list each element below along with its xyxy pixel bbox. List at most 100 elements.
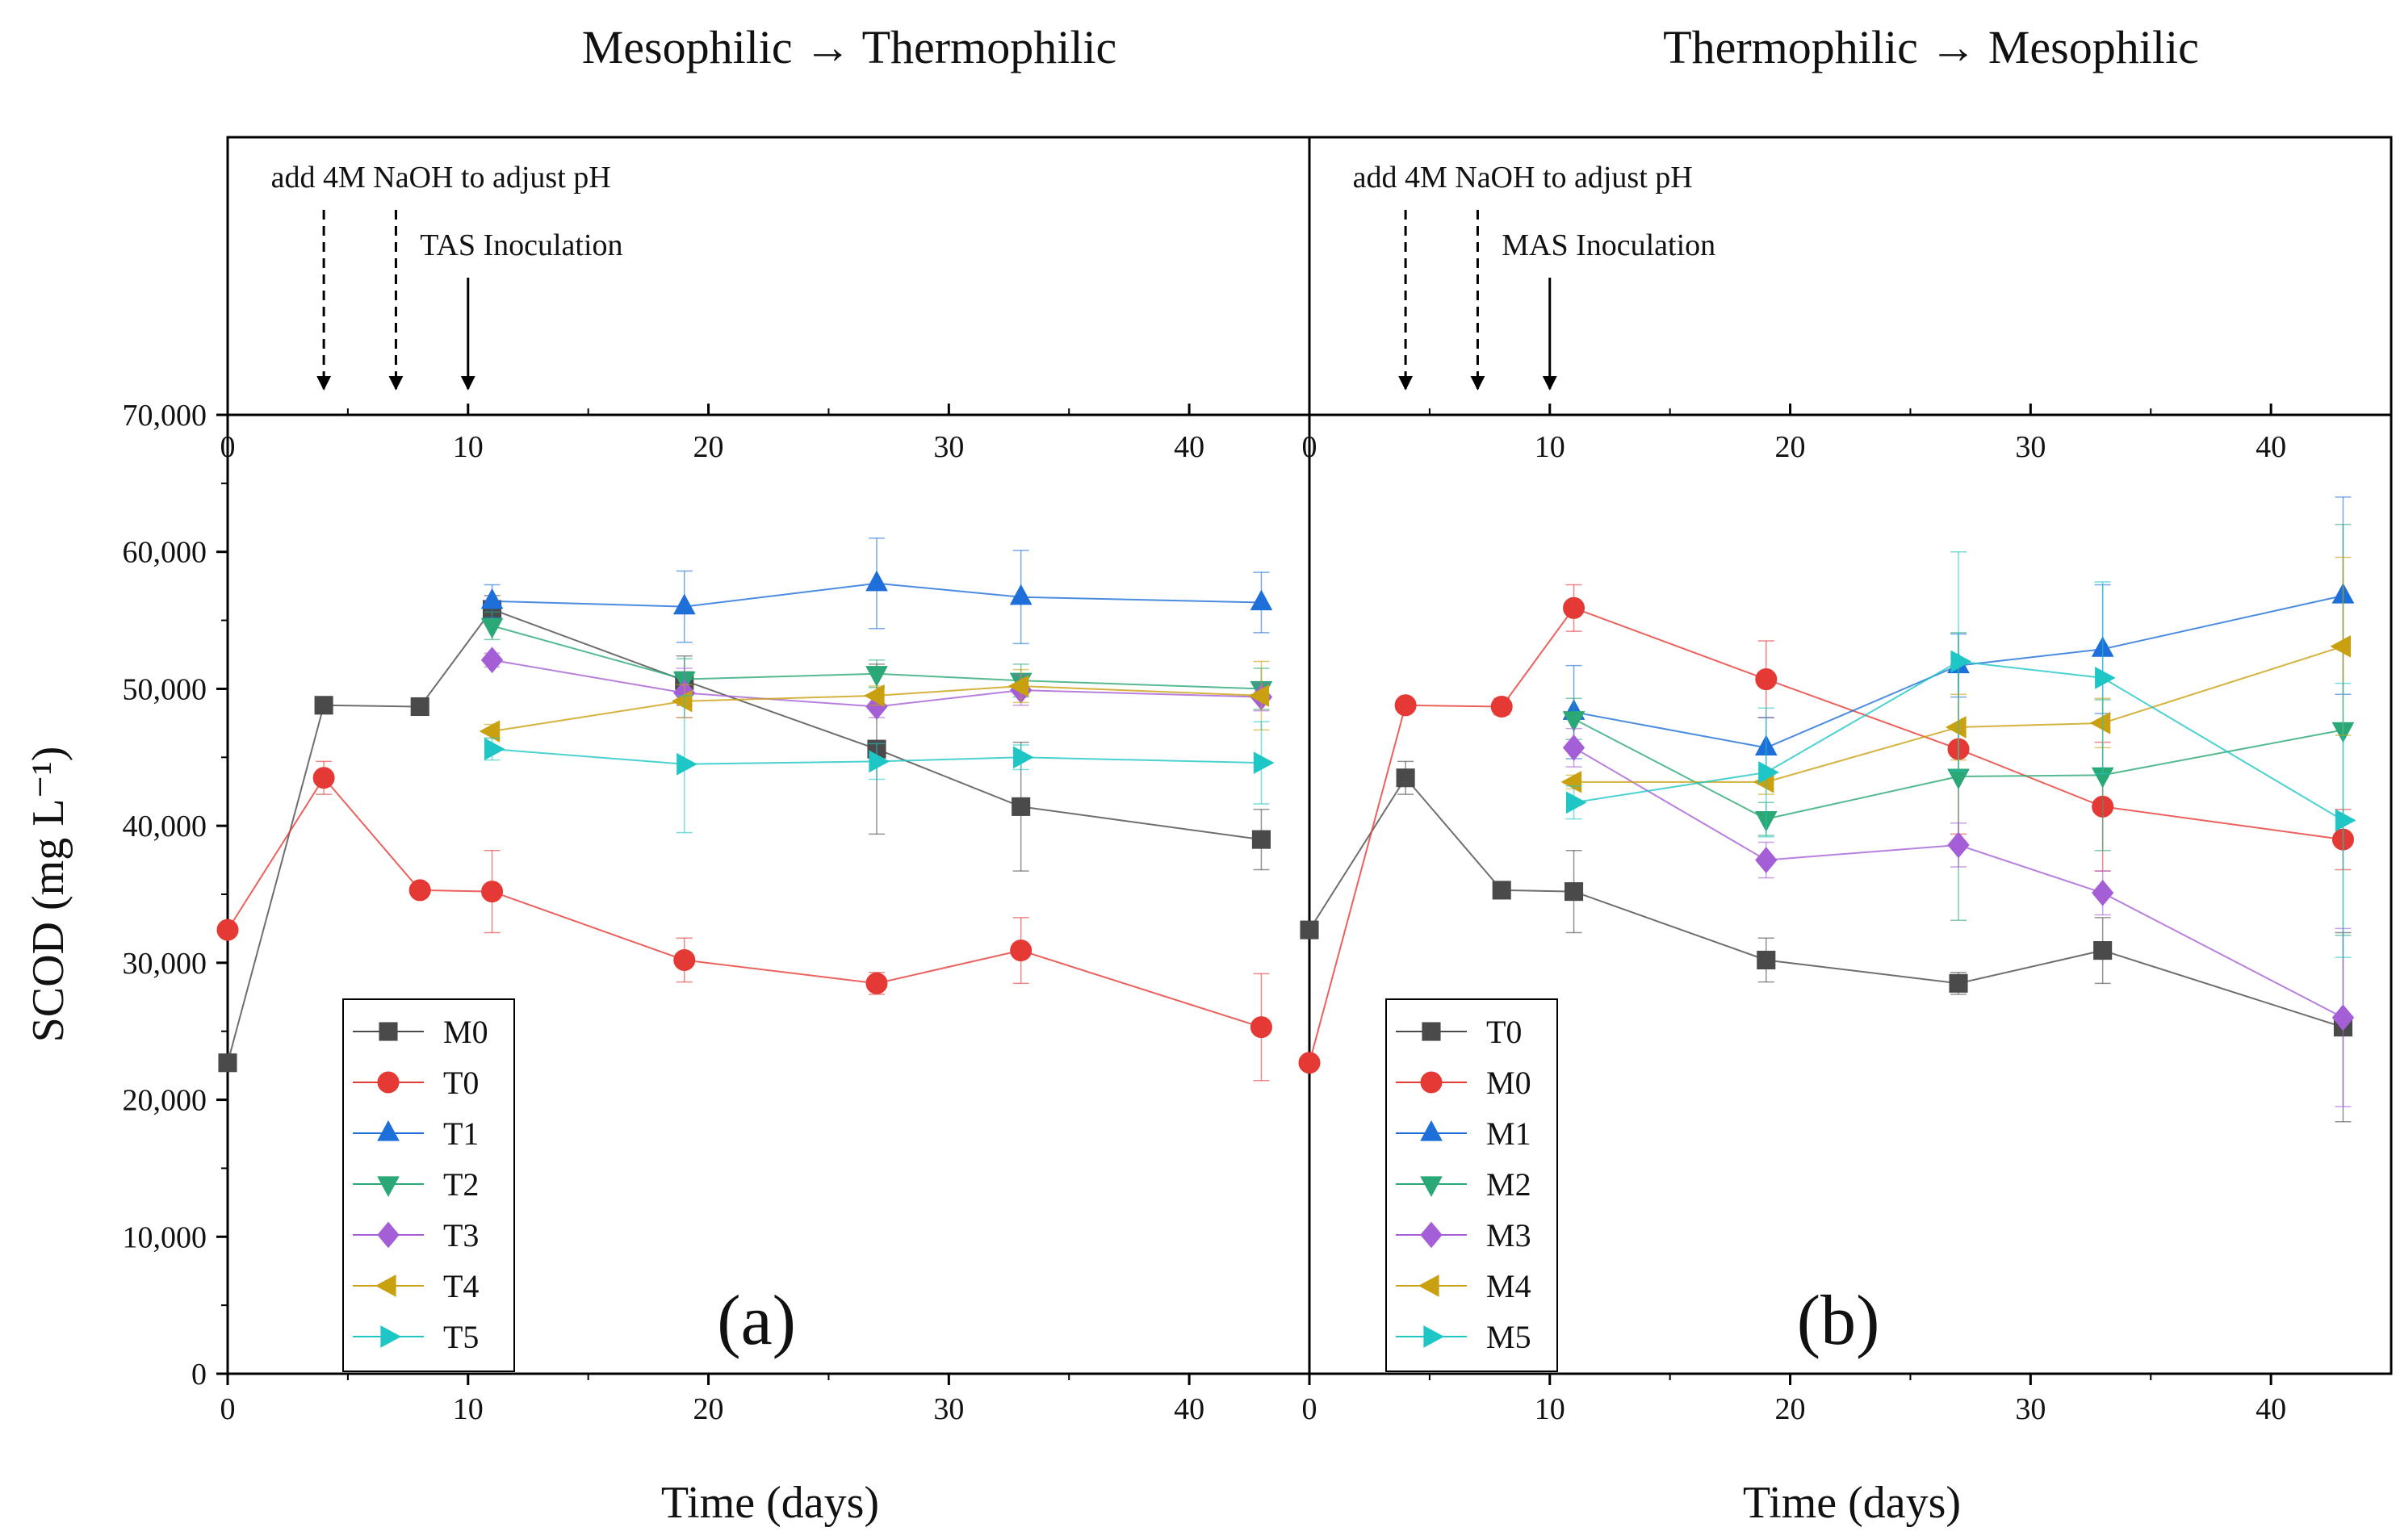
inoculation-annotation: TAS Inoculation [420,228,622,262]
data-point [1253,751,1275,774]
x-tick-label: 30 [2015,1392,2046,1426]
legend-marker [377,1221,400,1249]
legend-marker [377,1071,400,1094]
x-top-tick-label: 20 [1775,430,1806,464]
data-point [481,881,504,903]
data-point [312,767,335,789]
data-point [1251,830,1271,849]
x-tick-label: 40 [2256,1392,2286,1426]
series-t5-panel-a [484,695,1275,834]
x-tick-label: 40 [1174,1392,1204,1426]
x-top-tick-label: 40 [1174,430,1204,464]
legend-label: M2 [1486,1166,1531,1203]
legend-label: T5 [443,1319,479,1355]
legend-label: T2 [443,1166,479,1203]
panel-header: Thermophilic → Mesophilic [1663,21,2199,73]
legend-box [1385,998,1558,1372]
y-axis-title: SCOD (mg L⁻¹) [23,747,73,1043]
data-point [216,919,239,941]
legend-label: M5 [1486,1319,1531,1355]
x-top-tick-label: 10 [1535,430,1565,464]
data-point [1248,684,1270,707]
x-axis-title: Time (days) [661,1478,879,1528]
legend-label: T4 [443,1268,479,1304]
data-point [1563,596,1585,619]
data-point [1007,675,1029,697]
x-top-tick-label: 30 [933,430,964,464]
data-point [1565,791,1587,814]
frames-layer [226,136,2393,1375]
text-layer: 0 10,000 20,000 30,000 40,000 50,000 60,000 70,… [23,21,2286,1528]
x-tick-label: 30 [933,1392,964,1426]
legend-marker [1420,1176,1443,1198]
legend-box [342,998,515,1372]
x-tick-label: 10 [1535,1392,1565,1426]
data-point [1490,695,1513,718]
series-m0-panel-b [1298,584,2354,1074]
legend-label: T3 [443,1217,479,1253]
naoh-annotation: add 4M NaOH to adjust pH [271,161,611,195]
data-point [2093,941,2113,960]
x-tick-label: 20 [1775,1392,1806,1426]
legend-label: M1 [1486,1115,1531,1152]
data-point [863,684,885,707]
data-point [218,1053,237,1073]
legend-label: T1 [443,1115,479,1152]
data-point [480,617,504,639]
data-point [1755,668,1778,691]
x-top-tick-label: 40 [2256,430,2286,464]
data-point [865,570,888,592]
data-point [2095,667,2116,689]
naoh-annotation: add 4M NaOH to adjust pH [1353,161,1693,195]
legend-marker [1423,1325,1445,1348]
series-t0-panel-b [1300,760,2352,1123]
data-point [484,738,505,760]
legend-label: T0 [443,1065,479,1101]
series-t0-panel-a [216,760,1272,1082]
legend-label: T0 [1486,1014,1522,1050]
data-point [1950,650,1972,673]
y-tick-label: 10,000 [123,1220,207,1254]
data-point [1298,1052,1321,1074]
legend-label: M4 [1486,1268,1531,1304]
x-tick-label: 10 [453,1392,484,1426]
y-tick-label: 60,000 [123,536,207,570]
panel-header: Mesophilic → Thermophilic [582,21,1117,73]
data-point [869,750,890,773]
x-top-tick-label: 10 [453,430,484,464]
data-point [314,696,333,715]
data-point [2092,879,2114,906]
plot-layer [216,210,2356,1123]
data-point [672,593,696,615]
legend-marker [380,1325,402,1348]
series-line [1309,776,2344,1028]
data-point [2330,634,2352,658]
legend-marker [1420,1071,1443,1094]
data-point [410,697,429,717]
data-point [1945,716,1967,739]
series-t1-panel-a [480,537,1273,645]
data-point [1949,973,1968,993]
legend-marker [1420,1119,1443,1141]
data-point [1394,694,1417,717]
data-point [2089,712,2111,734]
y-tick-label: 40,000 [123,810,207,843]
data-point [865,666,888,687]
data-point [1757,950,1776,970]
data-point [2331,1004,2355,1032]
legend-label: M0 [443,1014,488,1050]
data-point [1560,770,1582,793]
data-point [1009,584,1033,605]
data-point [479,720,501,743]
y-tick-label: 50,000 [123,672,207,706]
series-line [227,776,1262,1028]
legend-marker [1418,1274,1439,1297]
legend-layer: M0 T0 T1 T2 T3 T4 T5 T0 M0 M1 M2 M3 M4 M5 [342,998,1558,1372]
inoculation-annotation: MAS Inoculation [1502,228,1715,262]
data-point [2335,809,2356,832]
data-point [408,879,431,902]
legend-label: M3 [1486,1217,1531,1253]
data-point [673,948,696,971]
y-tick-label: 70,000 [123,399,207,433]
